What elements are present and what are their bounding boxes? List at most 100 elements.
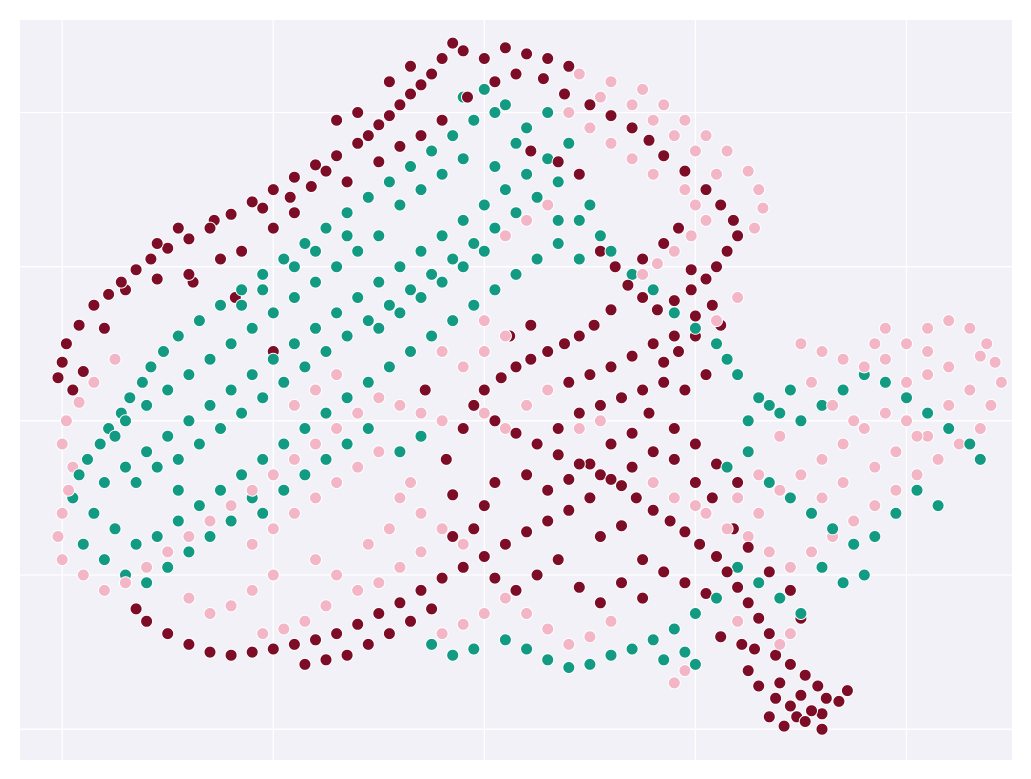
data-point-series-2-161: [731, 614, 745, 628]
data-point-series-1-42: [435, 229, 449, 243]
data-point-series-1-52: [414, 183, 428, 197]
data-point-series-0-39: [171, 221, 185, 235]
data-point-series-2-56: [857, 422, 871, 435]
data-point-series-0-29: [72, 318, 86, 332]
data-point-series-1-98: [446, 314, 460, 328]
data-point-series-0-227: [477, 499, 491, 513]
data-point-series-0-32: [51, 371, 65, 385]
data-points: [51, 36, 1008, 736]
data-point-series-2-49: [762, 545, 776, 559]
data-point-series-0-174: [509, 583, 523, 597]
data-point-series-1-205: [287, 260, 301, 274]
data-point-series-0-160: [404, 614, 417, 628]
data-point-series-2-75: [942, 360, 956, 374]
data-point-series-2-167: [298, 614, 312, 628]
data-point-series-1-166: [667, 622, 681, 636]
data-point-series-1-28: [140, 445, 154, 459]
data-point-series-2-174: [667, 491, 681, 505]
data-point-series-2-88: [266, 468, 280, 482]
data-point-series-1-39: [372, 275, 386, 289]
data-point-series-0-82: [509, 426, 523, 440]
data-point-series-1-182: [762, 398, 776, 412]
data-point-series-2-98: [55, 553, 69, 567]
data-point-series-1-114: [108, 522, 122, 536]
data-point-series-1-65: [161, 383, 175, 397]
data-point-series-1-112: [150, 530, 164, 543]
data-point-series-0-116: [604, 360, 618, 374]
data-point-series-2-7: [741, 164, 755, 178]
data-point-series-1-55: [372, 229, 386, 243]
data-point-series-0-228: [714, 630, 728, 644]
data-point-series-2-58: [900, 414, 913, 428]
data-point-series-0-157: [340, 648, 354, 662]
data-point-series-2-132: [456, 360, 470, 374]
data-point-series-1-7: [361, 190, 375, 204]
data-point-series-2-30: [878, 352, 892, 366]
data-point-series-2-111: [309, 491, 322, 505]
data-point-series-2-139: [562, 106, 576, 119]
data-point-series-0-0: [477, 52, 491, 65]
data-point-series-0-75: [541, 345, 555, 358]
data-point-series-1-199: [372, 321, 386, 335]
data-point-series-1-113: [129, 537, 143, 551]
data-point-series-0-90: [663, 514, 677, 528]
data-point-series-1-172: [541, 653, 555, 667]
data-point-series-0-9: [404, 87, 417, 101]
data-point-series-0-7: [425, 67, 439, 81]
data-point-series-0-163: [615, 519, 628, 533]
data-point-series-1-61: [245, 321, 259, 335]
data-point-series-0-6: [562, 59, 576, 73]
data-point-series-2-76: [921, 368, 935, 382]
data-point-series-2-146: [498, 229, 512, 243]
data-point-series-0-21: [203, 221, 217, 235]
data-point-series-1-165: [688, 607, 702, 620]
data-point-series-1-78: [319, 345, 333, 358]
data-point-series-0-113: [773, 676, 787, 690]
data-point-series-2-125: [266, 568, 280, 582]
data-point-series-2-1: [604, 75, 618, 89]
data-point-series-1-53: [435, 167, 449, 181]
data-point-series-1-209: [256, 283, 270, 297]
data-point-series-1-171: [562, 661, 576, 674]
data-point-series-1-132: [667, 306, 681, 320]
data-point-series-1-38: [351, 291, 365, 304]
data-point-series-2-113: [351, 460, 365, 474]
data-point-series-1-80: [361, 314, 375, 328]
data-point-series-0-186: [688, 309, 702, 323]
data-point-series-1-159: [931, 499, 945, 513]
data-point-series-1-67: [119, 414, 132, 428]
data-point-series-0-42: [319, 164, 333, 178]
data-point-series-0-45: [393, 139, 407, 153]
data-point-series-2-21: [667, 244, 681, 258]
data-point-series-0-119: [667, 329, 681, 343]
data-point-series-1-83: [425, 267, 439, 281]
data-point-series-2-69: [699, 506, 713, 520]
data-point-series-2-54: [815, 452, 829, 466]
data-point-series-1-187: [256, 506, 270, 520]
data-point-series-2-64: [847, 414, 861, 428]
data-point-series-2-37: [994, 375, 1008, 389]
data-point-series-2-26: [794, 337, 808, 351]
data-point-series-0-96: [741, 596, 755, 610]
data-point-series-0-225: [456, 422, 470, 435]
data-point-series-1-126: [488, 160, 502, 173]
data-point-series-1-17: [157, 345, 170, 358]
data-point-series-1-200: [393, 306, 407, 320]
data-point-series-1-56: [351, 244, 365, 258]
data-point-series-0-38: [182, 267, 196, 281]
data-point-series-2-31: [900, 337, 913, 351]
data-point-series-0-207: [815, 722, 829, 736]
data-point-series-0-68: [650, 303, 664, 317]
data-point-series-2-62: [805, 375, 818, 389]
data-point-series-1-146: [942, 422, 956, 435]
data-point-series-2-151: [541, 622, 555, 636]
data-point-series-2-71: [836, 476, 850, 489]
data-point-series-1-148: [973, 452, 987, 466]
data-point-series-0-235: [699, 368, 713, 382]
data-point-series-1-19: [135, 375, 149, 389]
data-point-series-1-66: [140, 398, 154, 412]
data-point-series-1-101: [382, 360, 396, 374]
data-point-series-0-199: [382, 75, 396, 89]
data-point-series-0-224: [418, 383, 432, 397]
data-point-series-0-135: [520, 525, 534, 539]
